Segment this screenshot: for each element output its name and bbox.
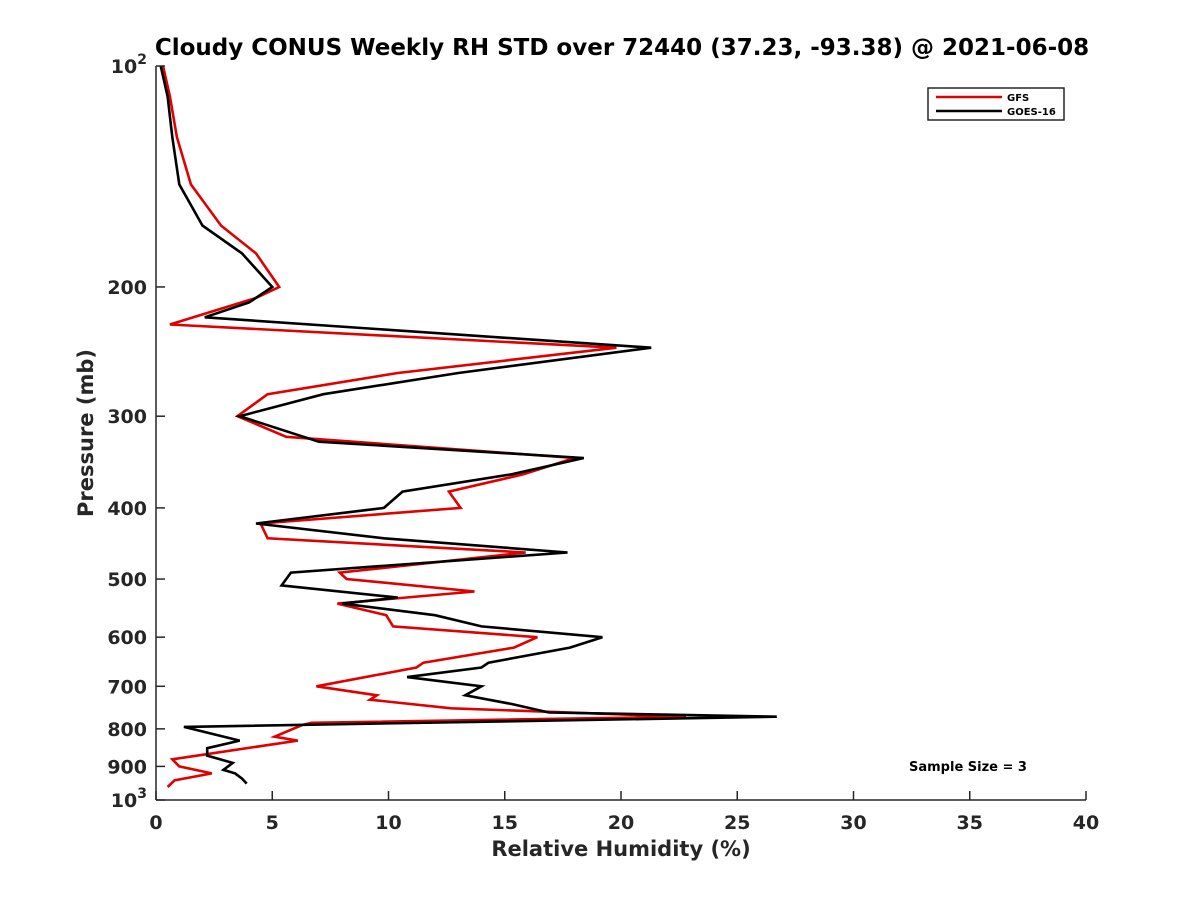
x-axis-label: Relative Humidity (%) (491, 837, 750, 861)
y-tick-label: 800 (107, 719, 147, 741)
x-tick-label: 5 (266, 812, 279, 834)
y-axis-label: Pressure (mb) (74, 349, 98, 517)
series-line-goes16 (159, 65, 777, 785)
y-tick-label: 500 (107, 569, 147, 591)
x-tick-label: 10 (375, 812, 401, 834)
chart-title: Cloudy CONUS Weekly RH STD over 72440 (3… (155, 35, 1089, 61)
x-tick-label: 35 (957, 812, 983, 834)
x-tick-label: 40 (1073, 812, 1099, 834)
x-tick-label: 0 (149, 812, 162, 834)
y-tick-label: 400 (107, 498, 147, 520)
y-tick-label: 103 (111, 786, 147, 812)
y-tick-label: 300 (107, 406, 147, 428)
y-tick-base: 10 (111, 790, 137, 812)
x-axis-ticks: 0 5 10 15 20 25 30 35 40 (149, 791, 1099, 834)
y-tick-label: 600 (107, 627, 147, 649)
legend-box (927, 87, 1065, 121)
x-tick-label: 25 (724, 812, 750, 834)
y-tick-base: 10 (111, 56, 137, 78)
y-tick-exponent: 2 (137, 52, 147, 68)
y-tick-exponent: 3 (137, 786, 147, 802)
sample-size-annotation: Sample Size = 3 (909, 760, 1027, 775)
x-tick-label: 15 (492, 812, 518, 834)
x-tick-label: 20 (608, 812, 634, 834)
y-tick-label: 900 (107, 756, 147, 778)
legend: GFS GOES-16 (927, 87, 1065, 121)
legend-goes16-label: GOES-16 (1007, 107, 1056, 118)
y-tick-label: 700 (107, 676, 147, 698)
y-tick-label: 102 (111, 52, 147, 78)
series-layer (159, 65, 777, 788)
y-tick-label: 200 (107, 277, 147, 299)
x-tick-label: 30 (840, 812, 866, 834)
legend-gfs-label: GFS (1007, 93, 1029, 104)
